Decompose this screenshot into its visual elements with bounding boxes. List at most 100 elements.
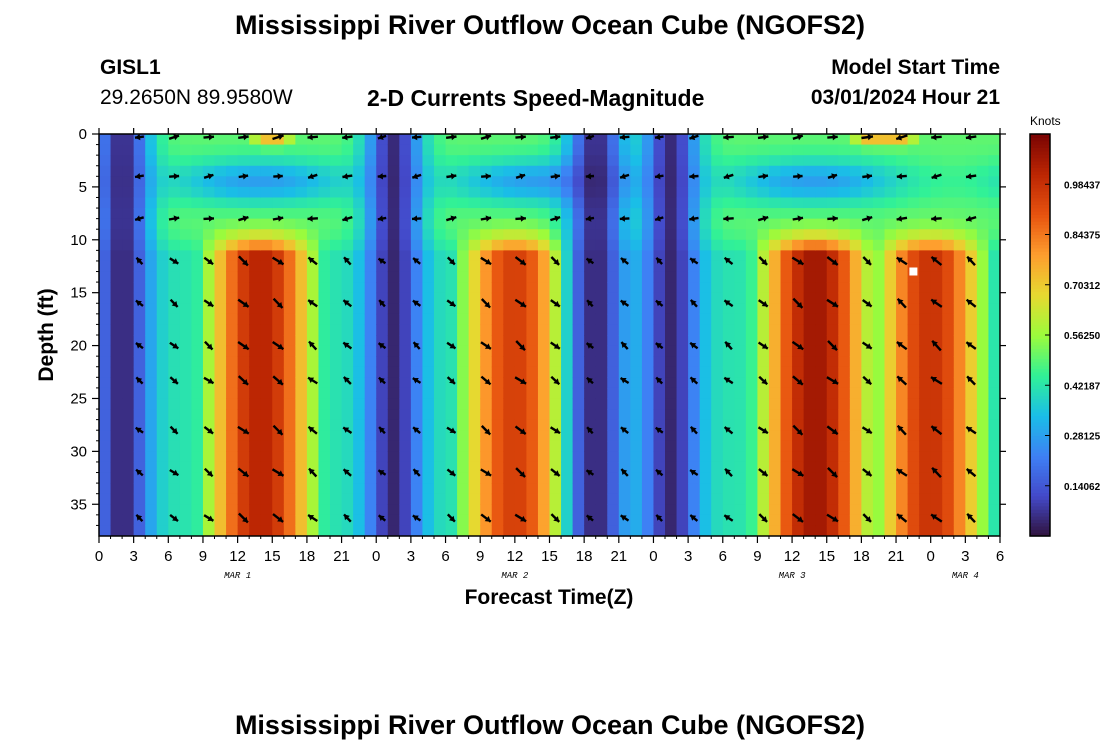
- heatmap-cell: [145, 229, 158, 241]
- heatmap-cell: [295, 197, 308, 209]
- heatmap-cell: [433, 134, 447, 146]
- heatmap-cell: [514, 229, 527, 241]
- heatmap-cell: [445, 134, 458, 146]
- heatmap-cell: [353, 165, 366, 177]
- heatmap-cell: [607, 387, 620, 400]
- heatmap-cell: [699, 324, 712, 336]
- heatmap-cell: [457, 303, 470, 315]
- current-arrow: [585, 257, 595, 265]
- heatmap-cell: [99, 461, 112, 474]
- heatmap-cell: [514, 461, 527, 474]
- heatmap-cell: [537, 324, 551, 336]
- heatmap-cell: [757, 250, 770, 262]
- heatmap-cell: [122, 313, 135, 326]
- heatmap-cell: [202, 292, 216, 304]
- heatmap-cell: [168, 324, 181, 336]
- x-tick-label: 12: [507, 548, 524, 565]
- heatmap-cell: [133, 409, 146, 421]
- heatmap-cell: [272, 504, 285, 516]
- heatmap-cell: [191, 525, 204, 536]
- heatmap-cell: [503, 514, 516, 527]
- heatmap-cell: [930, 377, 943, 389]
- heatmap-cell: [202, 229, 216, 241]
- current-arrow: [272, 513, 284, 523]
- heatmap-cell: [618, 155, 631, 167]
- heatmap-cell: [907, 493, 920, 505]
- current-arrow: [655, 514, 663, 522]
- heatmap-cell: [272, 303, 285, 315]
- heatmap-cell: [537, 398, 551, 410]
- heatmap-cell: [815, 430, 828, 442]
- heatmap-cell: [618, 282, 631, 294]
- heatmap-cell: [757, 292, 770, 304]
- heatmap-cell: [110, 514, 123, 527]
- heatmap-cell: [491, 440, 504, 452]
- colorbar-segment: [1030, 499, 1050, 504]
- heatmap-cell: [768, 366, 782, 378]
- heatmap-cell: [318, 387, 331, 400]
- heatmap-cell: [803, 409, 816, 421]
- heatmap-cell: [249, 292, 262, 304]
- heatmap-cell: [156, 271, 169, 283]
- heatmap-cell: [480, 155, 493, 167]
- heatmap-cell: [768, 472, 782, 484]
- heatmap-cell: [722, 313, 735, 326]
- heatmap-cell: [768, 440, 782, 452]
- heatmap-cell: [699, 366, 712, 378]
- heatmap-cell: [168, 186, 181, 199]
- heatmap-cell: [688, 366, 701, 378]
- current-arrow: [514, 256, 527, 266]
- heatmap-cell: [179, 260, 193, 273]
- heatmap-cell: [295, 356, 308, 368]
- y-tick-label: 35: [70, 496, 87, 513]
- current-arrow: [203, 514, 215, 522]
- heatmap-cell: [364, 208, 377, 220]
- heatmap-cell: [884, 313, 897, 326]
- heatmap-cell: [260, 271, 273, 283]
- date-label: MAR 1: [224, 571, 251, 581]
- heatmap-cell: [826, 335, 839, 347]
- heatmap-cell: [503, 345, 516, 357]
- heatmap-cell: [699, 514, 712, 527]
- heatmap-cell: [688, 472, 701, 484]
- heatmap-cell: [249, 144, 262, 156]
- heatmap-cell: [353, 313, 366, 326]
- heatmap-cell: [537, 260, 551, 273]
- heatmap-cell: [491, 409, 504, 421]
- heatmap-cell: [168, 260, 181, 273]
- heatmap-cell: [665, 165, 678, 177]
- heatmap-cell: [861, 504, 874, 516]
- heatmap-cell: [156, 218, 169, 230]
- heatmap-cell: [226, 335, 239, 347]
- heatmap-cell: [318, 303, 331, 315]
- heatmap-cell: [757, 282, 770, 294]
- x-tick-label: 3: [961, 548, 969, 565]
- heatmap-cell: [849, 303, 862, 315]
- heatmap-cell: [145, 366, 158, 378]
- heatmap-cell: [896, 250, 909, 262]
- heatmap-cell: [907, 398, 920, 410]
- heatmap-cell: [665, 303, 678, 315]
- heatmap-cell: [653, 335, 666, 347]
- heatmap-cell: [549, 483, 562, 495]
- heatmap-cell: [942, 176, 955, 188]
- heatmap-cell: [202, 239, 216, 251]
- heatmap-cell: [988, 483, 1000, 495]
- heatmap-cell: [433, 472, 447, 484]
- heatmap-cell: [607, 165, 620, 177]
- heatmap-cell: [734, 313, 747, 326]
- heatmap-cell: [676, 377, 689, 389]
- heatmap-cell: [849, 461, 862, 474]
- station-id: GISL1: [100, 56, 161, 79]
- heatmap-cell: [491, 461, 504, 474]
- heatmap-cell: [283, 419, 296, 431]
- heatmap-cell: [896, 387, 909, 400]
- heatmap-cell: [953, 282, 966, 294]
- heatmap-cell: [330, 250, 343, 262]
- heatmap-cell: [399, 239, 412, 251]
- current-arrow: [827, 340, 838, 352]
- heatmap-cell: [676, 186, 689, 199]
- heatmap-cell: [376, 493, 389, 505]
- heatmap-cell: [295, 483, 308, 495]
- heatmap-cell: [618, 260, 631, 273]
